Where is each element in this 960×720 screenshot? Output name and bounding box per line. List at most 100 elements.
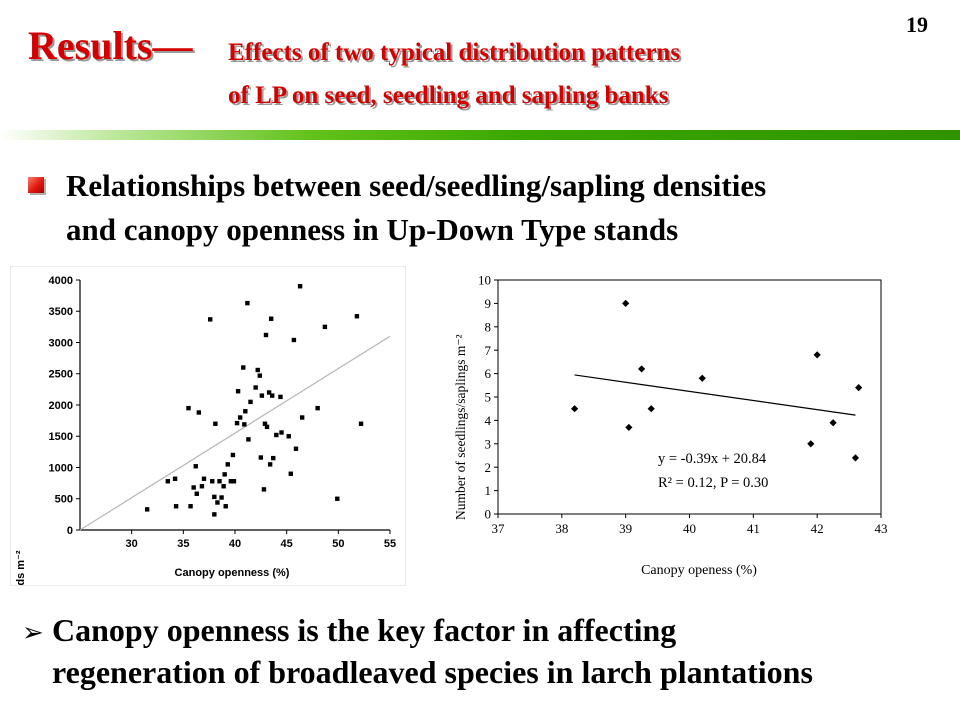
seed-chart-data-point bbox=[263, 332, 269, 338]
seed-chart-data-point bbox=[231, 479, 237, 484]
seed-chart-x-tick-label: 45 bbox=[281, 538, 293, 550]
seedling-density-chart: 0 1 2 3 4 5 6 7 8 9 10 37 38 39 40 41 42 43 y = -0.39x + … bbox=[453, 273, 888, 578]
seed-chart-data-point bbox=[196, 410, 202, 415]
seed-chart-data-point bbox=[223, 504, 228, 509]
seed-chart-data-point bbox=[264, 424, 270, 430]
seed-chart-x-tick-label: 40 bbox=[229, 538, 241, 550]
seed-chart-data-point bbox=[235, 389, 241, 394]
seed-chart-data-point bbox=[255, 367, 260, 373]
seed-chart-y-tick-label: 3000 bbox=[49, 337, 73, 349]
seed-chart-data-point bbox=[335, 496, 340, 501]
seed-chart-data-point bbox=[270, 393, 275, 398]
seed-chart-data-point bbox=[186, 405, 191, 411]
seed-chart-x-tick-label: 30 bbox=[126, 538, 138, 550]
slide-title: Results— bbox=[28, 23, 193, 68]
arrow-bullet-icon: ➢ bbox=[22, 618, 44, 648]
seed-chart-data-point bbox=[259, 393, 265, 398]
page-number: 19 bbox=[906, 12, 928, 37]
seed-chart-data-point bbox=[266, 390, 272, 395]
seed-chart-data-point bbox=[210, 479, 215, 484]
seed-chart-y-label: Number of seeds m⁻² bbox=[15, 550, 27, 586]
seed-chart-data-point bbox=[221, 484, 226, 489]
seed-chart-data-point bbox=[274, 432, 279, 438]
seed-chart-data-point bbox=[188, 504, 193, 509]
conclusion-line-2: regeneration of broadleaved species in l… bbox=[52, 654, 813, 690]
seed-chart-data-point bbox=[299, 415, 305, 420]
seedling-chart-y-tick-label: 5 bbox=[485, 390, 492, 405]
seed-chart-x-tick-label: 55 bbox=[384, 538, 396, 550]
seedling-chart-x-label: Canopy openess (%) bbox=[641, 563, 757, 578]
seed-density-chart: 0 500 1000 1500 2000 2500 3000 3500 4000 30 35 40 45… bbox=[10, 266, 406, 586]
seed-chart-data-point bbox=[173, 504, 179, 509]
seedling-chart-x-tick-label: 43 bbox=[875, 521, 888, 536]
seed-chart-y-tick-label: 500 bbox=[55, 494, 73, 506]
seedling-chart-data-point bbox=[698, 374, 706, 382]
seed-chart-data-point bbox=[291, 337, 297, 343]
seed-chart-data-point bbox=[219, 495, 224, 500]
seed-chart-data-point bbox=[191, 485, 196, 490]
seed-chart-y-tick-label: 2500 bbox=[49, 369, 73, 381]
seedling-chart-y-tick-label: 10 bbox=[478, 273, 491, 288]
seed-chart-data-point bbox=[322, 324, 328, 330]
seed-chart-data-point bbox=[194, 491, 199, 496]
seed-chart-y-tick-label: 2000 bbox=[49, 400, 73, 412]
seed-chart-data-point bbox=[358, 421, 364, 426]
heading-line-2: and canopy openness in Up-Down Type stan… bbox=[66, 212, 679, 247]
seed-chart-data-point bbox=[267, 462, 273, 467]
title-divider bbox=[0, 130, 960, 140]
seedling-chart-y-label: Number of seedlings/saplings m⁻² bbox=[453, 334, 468, 520]
seed-chart-data-point bbox=[253, 385, 258, 390]
seedling-chart-y-tick-label: 8 bbox=[485, 319, 492, 334]
seed-chart-data-point bbox=[257, 373, 262, 378]
seedling-chart-x-tick-label: 42 bbox=[811, 521, 824, 536]
seedling-chart-data-point bbox=[851, 454, 860, 462]
seedling-chart-x-tick-label: 39 bbox=[619, 521, 632, 536]
seedling-chart-y-tick-label: 6 bbox=[485, 366, 492, 381]
seed-chart-data-point bbox=[208, 317, 213, 322]
seed-chart-y-tick-label: 3500 bbox=[49, 306, 73, 318]
seed-chart-data-point bbox=[199, 484, 205, 489]
seed-chart-data-point bbox=[293, 446, 299, 451]
seedling-chart-y-tick-label: 9 bbox=[485, 296, 492, 311]
seed-chart-data-point bbox=[278, 394, 283, 400]
seed-chart-data-point bbox=[241, 365, 246, 370]
seed-chart-data-point bbox=[172, 476, 178, 481]
seed-chart-data-point bbox=[288, 471, 293, 476]
seed-chart-data-point bbox=[212, 512, 217, 517]
seedling-chart-x-tick-label: 41 bbox=[747, 521, 760, 536]
seed-chart-data-point bbox=[234, 420, 240, 426]
seed-chart-data-point bbox=[228, 479, 234, 484]
seed-chart-data-point bbox=[217, 479, 222, 484]
seedling-chart-y-tick-label: 1 bbox=[485, 483, 492, 498]
seedling-chart-trendline bbox=[574, 374, 856, 416]
seedling-chart-y-tick-label: 2 bbox=[485, 460, 492, 475]
seedling-chart-y-tick-label: 3 bbox=[485, 436, 492, 451]
seedling-chart-y-tick-label: 0 bbox=[485, 507, 492, 522]
seedling-chart-stats: R² = 0.12, P = 0.30 bbox=[658, 475, 768, 491]
seedling-chart-data-point bbox=[625, 423, 633, 432]
seed-chart-data-point bbox=[201, 476, 207, 481]
seed-chart-data-point bbox=[258, 455, 264, 460]
seed-chart-x-tick-label: 50 bbox=[332, 538, 344, 550]
seed-chart-data-point bbox=[248, 399, 253, 405]
seed-chart-data-point bbox=[213, 421, 218, 426]
seedling-chart-x-tick-label: 40 bbox=[683, 521, 696, 536]
slide-subtitle-line-2: of LP on seed, seedling and sapling bank… bbox=[228, 82, 669, 109]
seed-chart-data-point bbox=[230, 452, 236, 458]
seed-chart-data-point bbox=[279, 430, 284, 435]
seed-chart-data-point bbox=[225, 462, 230, 467]
seed-chart-data-point bbox=[246, 437, 251, 442]
seed-chart-data-point bbox=[215, 500, 220, 505]
seedling-chart-data-point bbox=[638, 365, 646, 373]
seed-chart-data-point bbox=[271, 455, 276, 461]
seedling-chart-data-point bbox=[807, 440, 815, 448]
seed-chart-data-point bbox=[243, 409, 248, 414]
seedling-chart-data-point bbox=[647, 405, 655, 413]
seed-chart-trendline bbox=[79, 335, 391, 531]
seed-chart-data-point bbox=[242, 422, 247, 427]
seedling-chart-y-tick-label: 4 bbox=[485, 413, 492, 428]
seed-chart-data-point bbox=[144, 507, 150, 512]
seed-chart-data-point bbox=[286, 434, 291, 439]
seed-chart-y-tick-label: 4000 bbox=[49, 275, 73, 287]
square-bullet-icon bbox=[28, 177, 44, 193]
